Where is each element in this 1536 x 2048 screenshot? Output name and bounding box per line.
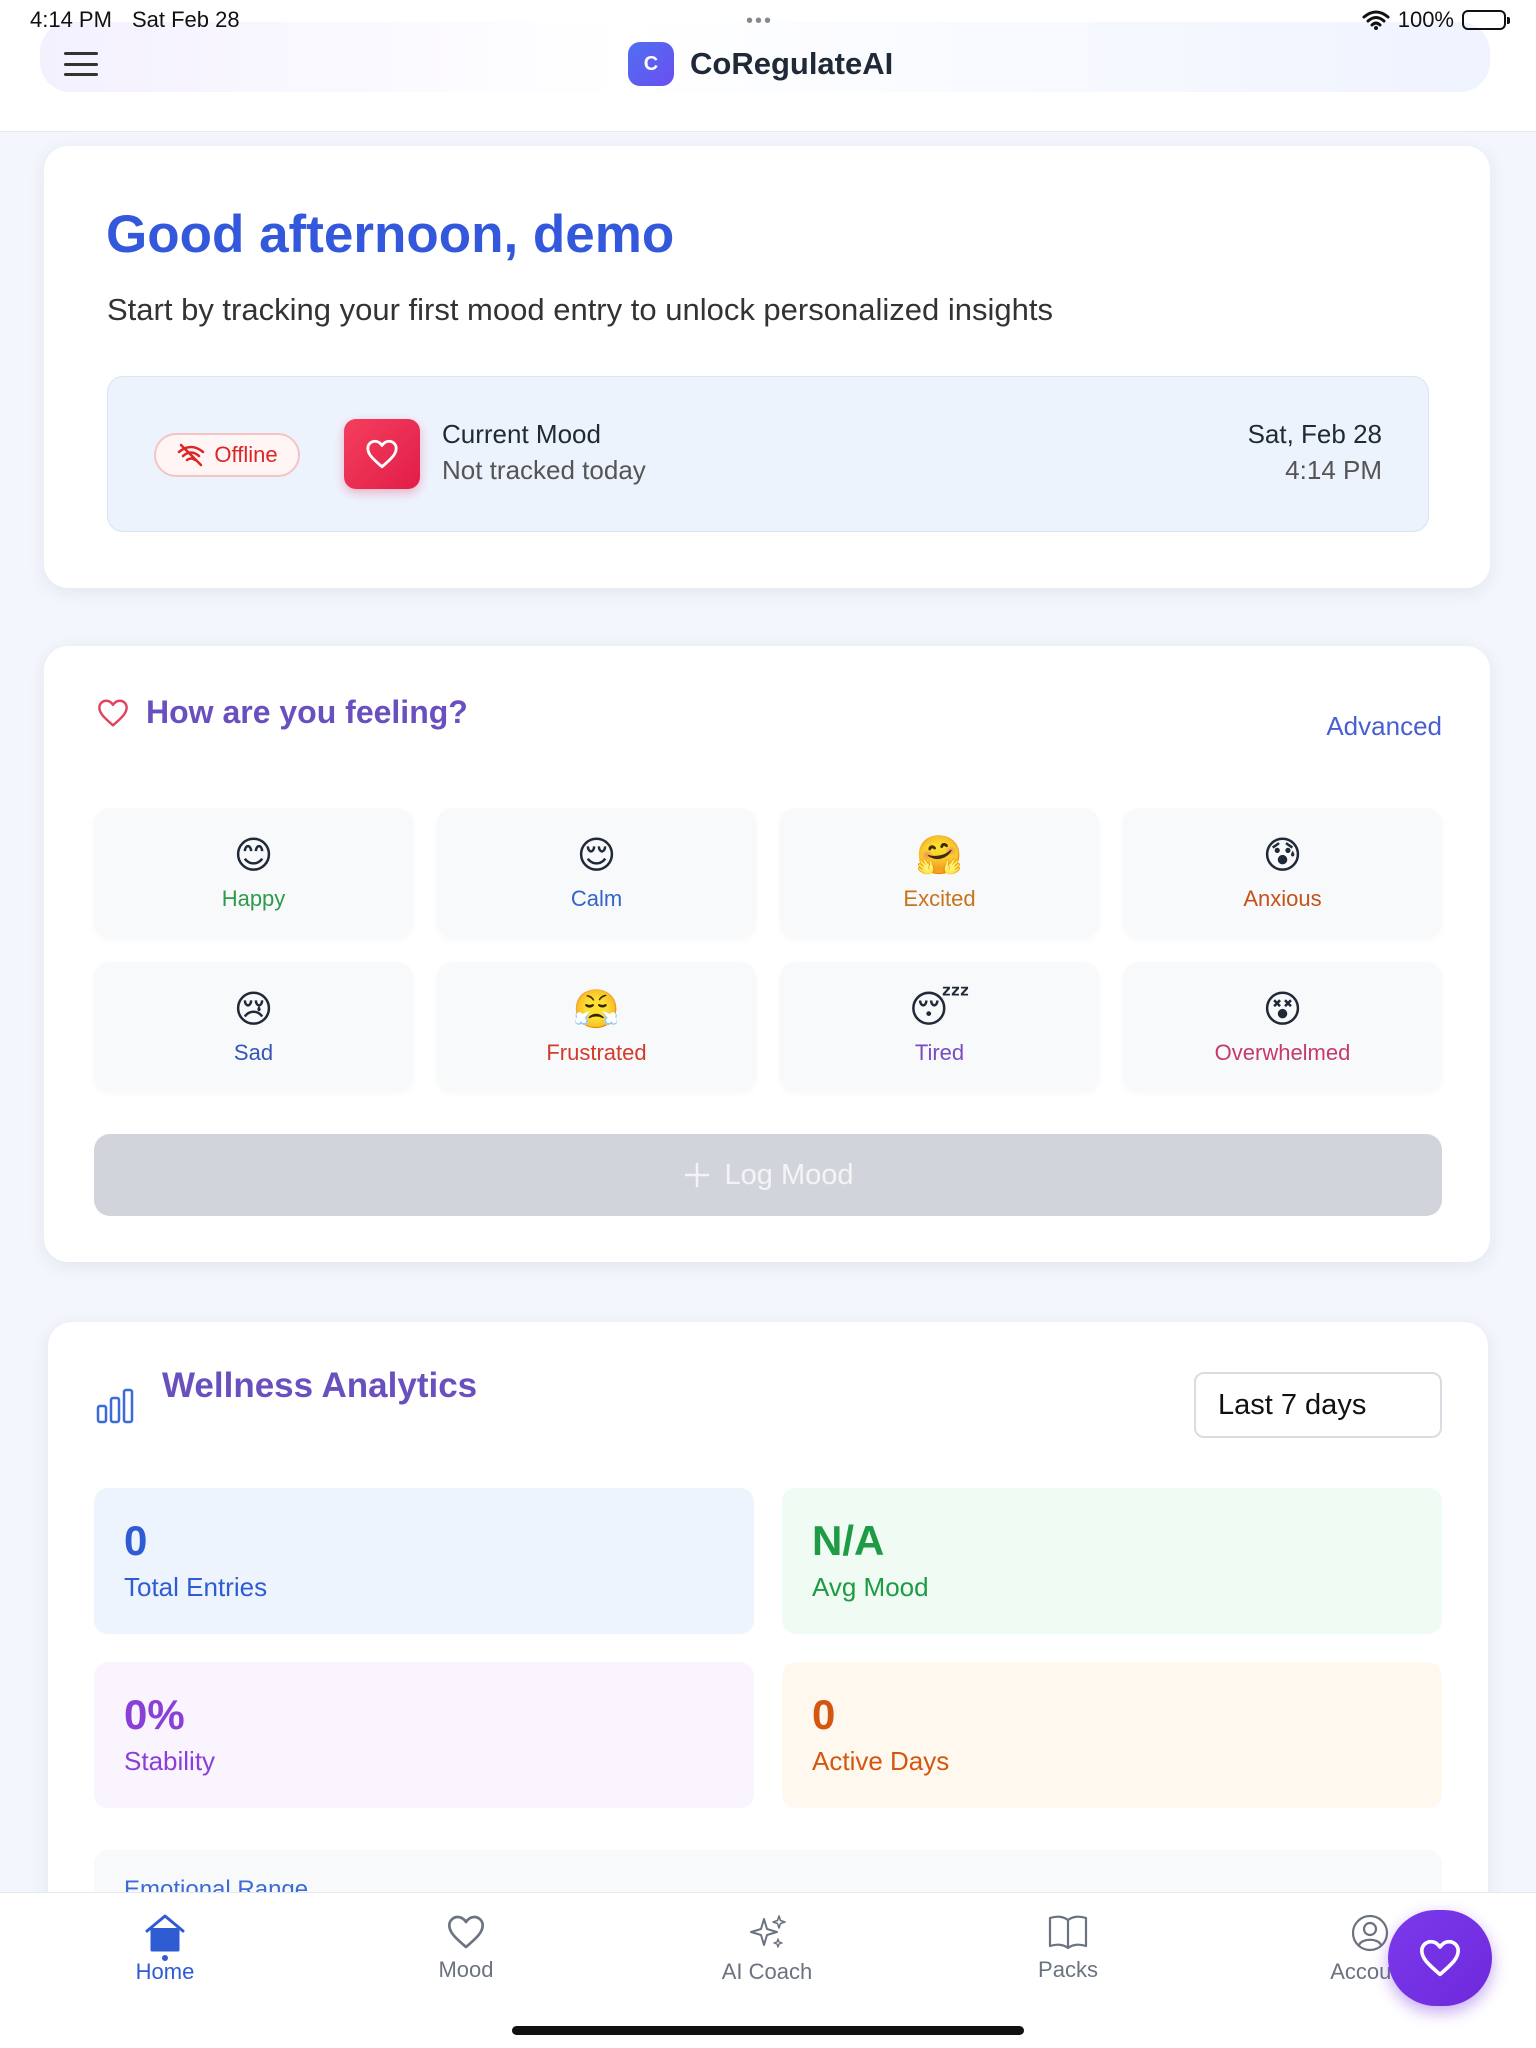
mood-check-card: How are you feeling? Advanced 😊 Happy 😌 Ca… [44, 646, 1490, 1262]
stat-value: 0 [812, 1691, 836, 1738]
mood-check-header: How are you feeling? [96, 694, 468, 731]
mood-option-label: Frustrated [546, 1040, 647, 1065]
stat-active-days: 0 Active Days [782, 1662, 1442, 1808]
active-indicator [162, 1955, 168, 1961]
sad-emoji-icon: 😢 [233, 989, 274, 1031]
offline-badge: Offline [154, 433, 300, 477]
tired-emoji-icon: 😴 [909, 989, 970, 1031]
stat-stability: 0% Stability [94, 1662, 754, 1808]
heart-outline-icon [98, 699, 128, 726]
status-time: 4:14 PM [30, 7, 112, 32]
mood-option-label: Anxious [1243, 886, 1322, 911]
stat-label: Active Days [812, 1746, 950, 1776]
welcome-subtitle: Start by tracking your first mood entry … [107, 292, 1053, 327]
stat-value: 0 [124, 1517, 148, 1564]
header-glow [40, 22, 1490, 92]
multitask-dots-icon[interactable]: ••• [746, 10, 774, 32]
anxious-emoji-icon: 😰 [1262, 835, 1303, 877]
frustrated-emoji-icon: 😤 [572, 989, 621, 1031]
mood-option-label: Sad [233, 1040, 274, 1065]
nav-mood[interactable]: Mood [386, 1913, 546, 1983]
wifi-off-icon [178, 443, 205, 467]
log-mood-label: Log Mood [724, 1158, 854, 1191]
mood-option-excited[interactable]: 🤗 Excited [780, 808, 1099, 938]
nav-label: AI Coach [721, 1959, 813, 1984]
brand: C CoRegulateAI [628, 42, 893, 86]
analytics-title: Wellness Analytics [162, 1366, 478, 1405]
stat-label: Avg Mood [812, 1572, 929, 1602]
book-icon [1048, 1915, 1088, 1950]
wifi-icon [1362, 10, 1390, 30]
nav-label: Packs [1038, 1957, 1098, 1982]
nav-label: Home [135, 1959, 195, 1984]
stat-label: Total Entries [124, 1572, 268, 1602]
home-indicator[interactable] [512, 2026, 1024, 2035]
stat-avg-mood: N/A Avg Mood [782, 1488, 1442, 1634]
mood-check-title: How are you feeling? [146, 694, 468, 730]
app-name: CoRegulateAI [690, 46, 894, 81]
mood-option-label: Calm [570, 886, 623, 911]
nav-packs[interactable]: Packs [988, 1913, 1148, 1983]
mood-option-frustrated[interactable]: 😤 Frustrated [437, 962, 756, 1092]
sparkles-icon [750, 1915, 786, 1948]
quick-mood-fab[interactable] [1388, 1910, 1492, 2006]
mood-option-overwhelmed[interactable]: 😵 Overwhelmed [1123, 962, 1442, 1092]
mood-option-anxious[interactable]: 😰 Anxious [1123, 808, 1442, 938]
plus-icon [684, 1162, 709, 1188]
heart-icon [1420, 1939, 1460, 1977]
mood-options-grid: 😊 Happy 😌 Calm 🤗 Excited 😰 Anxious 😢 Sad 😤 Fru… [94, 808, 1442, 1092]
current-mood-label: Current Mood [442, 419, 601, 449]
greeting: Good afternoon, demo [106, 205, 675, 264]
stat-total-entries: 0 Total Entries [94, 1488, 754, 1634]
mood-option-label: Overwhelmed [1214, 1040, 1351, 1065]
range-select[interactable]: Last 7 days [1194, 1372, 1442, 1438]
mood-option-label: Tired [914, 1040, 965, 1065]
status-date: Sat Feb 28 [131, 7, 240, 32]
nav-ai-coach[interactable]: AI Coach [687, 1913, 847, 1985]
bar-chart-icon [96, 1388, 134, 1424]
home-icon [145, 1914, 185, 1952]
heart-icon [448, 1915, 484, 1949]
current-date: Sat, Feb 28 [1247, 419, 1382, 449]
current-time: 4:14 PM [1285, 455, 1382, 485]
nav-label: Mood [438, 1957, 494, 1982]
mood-option-calm[interactable]: 😌 Calm [437, 808, 756, 938]
status-bar: 4:14 PM Sat Feb 28 ••• 100% [0, 0, 1536, 40]
advanced-link[interactable]: Advanced [1326, 711, 1442, 741]
mood-option-sad[interactable]: 😢 Sad [94, 962, 413, 1092]
brand-logo: C [628, 42, 674, 86]
user-circle-icon [1351, 1914, 1389, 1952]
nav-home[interactable]: Home [85, 1913, 245, 1985]
mood-option-tired[interactable]: 😴 Tired [780, 962, 1099, 1092]
stat-value: 0% [124, 1691, 185, 1738]
calm-emoji-icon: 😌 [576, 835, 617, 877]
current-mood-value: Not tracked today [442, 455, 646, 485]
log-mood-button[interactable]: Log Mood [94, 1134, 1442, 1216]
excited-emoji-icon: 🤗 [915, 835, 964, 877]
heart-icon [366, 439, 398, 469]
overwhelmed-emoji-icon: 😵 [1262, 989, 1303, 1031]
current-mood-panel: Offline Current Mood Not tracked today S… [107, 376, 1429, 532]
stat-label: Stability [124, 1746, 216, 1776]
mood-option-label: Excited [903, 886, 976, 911]
mood-option-label: Happy [221, 886, 286, 911]
bottom-nav: Home Mood AI Coach Packs Account [0, 1892, 1536, 2048]
app-header: C CoRegulateAI [0, 0, 1536, 132]
mood-option-happy[interactable]: 😊 Happy [94, 808, 413, 938]
menu-icon[interactable] [64, 52, 98, 76]
battery-icon [1462, 10, 1510, 30]
mood-heart-tile [344, 419, 420, 489]
battery-percent: 100% [1397, 7, 1454, 32]
welcome-card: Good afternoon, demo Start by tracking y… [44, 146, 1490, 588]
happy-emoji-icon: 😊 [233, 835, 274, 877]
offline-label: Offline [214, 442, 278, 467]
stat-value: N/A [812, 1517, 885, 1564]
